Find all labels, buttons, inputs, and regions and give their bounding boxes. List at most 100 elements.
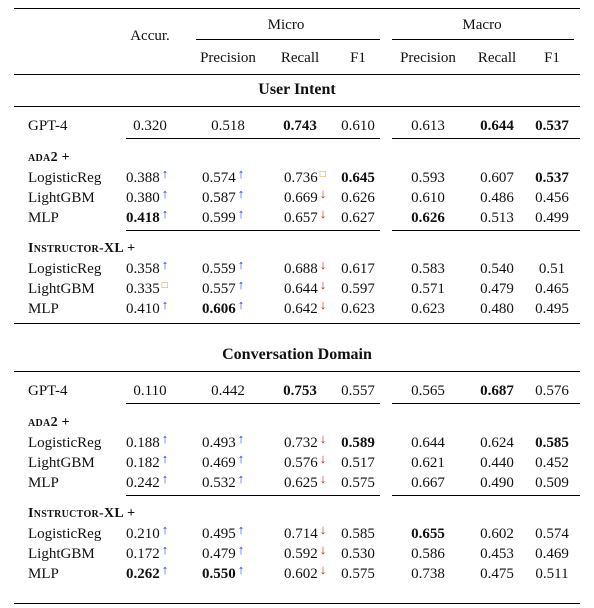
table-cell: 0.667 xyxy=(411,475,445,491)
micro-underline xyxy=(196,39,380,40)
table-cell: 0.518 xyxy=(211,118,245,134)
arrow-up-icon: ↑ xyxy=(237,431,245,446)
table-cell: 0.732 ↓ xyxy=(284,431,327,452)
cell-value: 0.592 xyxy=(284,546,318,562)
arrow-up-icon: ↑ xyxy=(237,166,245,181)
arrow-up-icon: ↑ xyxy=(161,451,169,466)
cell-value: 0.736 xyxy=(284,170,318,186)
table-cell: 0.537 xyxy=(535,170,569,186)
arrow-up-icon: ↑ xyxy=(237,562,245,577)
table-cell: 0.575 xyxy=(341,475,375,491)
arrow-down-icon: ↓ xyxy=(319,431,327,446)
cell-value: 0.495 xyxy=(202,526,236,542)
cell-value: 0.335 xyxy=(126,281,160,297)
macro-underline xyxy=(392,39,574,40)
cell-value: 0.493 xyxy=(202,435,236,451)
table-cell: 0.607 xyxy=(480,170,514,186)
table-cell: 0.597 xyxy=(341,281,375,297)
cell-value: 0.388 xyxy=(126,170,160,186)
cell-value: 0.669 xyxy=(284,190,318,206)
cell-value: 0.242 xyxy=(126,475,160,491)
arrow-up-icon: ↑ xyxy=(237,297,245,312)
table-cell: 0.499 xyxy=(535,210,569,226)
table-cell: 0.380 ↑ xyxy=(126,186,168,207)
row-label: LogisticReg xyxy=(28,170,102,186)
cell-value: 0.599 xyxy=(202,210,236,226)
row-label: LogisticReg xyxy=(28,435,102,451)
top-rule xyxy=(14,8,580,9)
table-cell: 0.509 xyxy=(535,475,569,491)
cell-value: 0.642 xyxy=(284,301,318,317)
table-cell: 0.589 xyxy=(341,435,375,451)
table-cell: 0.688 ↓ xyxy=(284,257,327,278)
row-label: MLP xyxy=(28,475,59,491)
table-cell: 0.465 xyxy=(535,281,569,297)
table-cell: 0.210 ↑ xyxy=(126,522,169,543)
header-subcol: Precision xyxy=(400,50,456,66)
cell-value: 0.644 xyxy=(284,281,318,297)
table-cell: 0.513 xyxy=(480,210,514,226)
cell-value: 0.732 xyxy=(284,435,318,451)
arrow-down-icon: ↓ xyxy=(319,206,327,221)
cell-value: 0.550 xyxy=(202,566,236,582)
section-title: User Intent xyxy=(258,81,336,98)
group-rule-micro xyxy=(126,230,380,231)
cell-value: 0.576 xyxy=(284,455,318,471)
cell-value: 0.557 xyxy=(202,281,236,297)
group-label-text: ada2 + xyxy=(28,150,70,165)
table-cell: 0.585 xyxy=(341,526,375,542)
table-cell: 0.753 xyxy=(283,383,317,399)
cell-value: 0.410 xyxy=(126,301,160,317)
table-cell: 0.669 ↓ xyxy=(284,186,326,207)
row-label: GPT-4 xyxy=(28,383,68,399)
table-cell: 0.495 xyxy=(535,301,569,317)
table-cell: 0.625 ↓ xyxy=(284,471,326,492)
table-cell: 0.610 xyxy=(411,190,445,206)
cell-value: 0.188 xyxy=(126,435,160,451)
table-cell: 0.576 ↓ xyxy=(284,451,326,472)
table-cell: 0.687 xyxy=(480,383,514,399)
table-cell: 0.714 ↓ xyxy=(284,522,326,543)
arrow-up-icon: ↑ xyxy=(161,522,169,537)
table-cell: 0.626 xyxy=(341,190,375,206)
table-cell: 0.335 □ xyxy=(126,280,168,300)
table-cell: 0.188 ↑ xyxy=(126,431,168,452)
table-cell: 0.626 xyxy=(411,210,445,226)
table-cell: 0.627 xyxy=(341,210,375,226)
table-cell: 0.645 xyxy=(341,170,375,186)
table-cell: 0.320 xyxy=(133,118,167,134)
table-cell: 0.655 xyxy=(411,526,445,542)
arrow-up-icon: ↑ xyxy=(161,297,169,312)
section-end-rule xyxy=(14,323,580,324)
cell-value: 0.479 xyxy=(202,546,236,562)
header-subcol: Recall xyxy=(477,50,517,66)
table-cell: 0.642 ↓ xyxy=(284,297,326,318)
arrow-up-icon: ↑ xyxy=(161,206,169,221)
arrow-down-icon: ↓ xyxy=(319,277,327,292)
cell-value: 0.625 xyxy=(284,475,318,491)
table-cell: 0.182 ↑ xyxy=(126,451,169,472)
section-title: Conversation Domain xyxy=(222,346,372,363)
arrow-down-icon: ↓ xyxy=(319,257,327,272)
table-cell: 0.456 xyxy=(535,190,569,206)
table-cell: 0.493 ↑ xyxy=(202,431,245,452)
table-cell: 0.621 xyxy=(411,455,445,471)
table-cell: 0.453 xyxy=(480,546,514,562)
cell-value: 0.532 xyxy=(202,475,236,491)
table-cell: 0.599 ↑ xyxy=(202,206,244,227)
table-cell: 0.486 xyxy=(480,190,514,206)
table-cell: 0.557 xyxy=(341,383,375,399)
table-cell: 0.583 xyxy=(411,261,445,277)
table-cell: 0.532 ↑ xyxy=(202,471,244,492)
table-cell: 0.644 xyxy=(411,435,445,451)
table-cell: 0.469 xyxy=(535,546,569,562)
table-cell: 0.610 xyxy=(341,118,375,134)
cell-value: 0.574 xyxy=(202,170,236,186)
table-cell: 0.242 ↑ xyxy=(126,471,169,492)
table-cell: 0.172 ↑ xyxy=(126,542,168,563)
cell-value: 0.358 xyxy=(126,261,160,277)
arrow-up-icon: ↑ xyxy=(161,471,169,486)
square-icon: □ xyxy=(319,169,326,180)
row-label: LogisticReg xyxy=(28,526,102,542)
table-cell: 0.517 xyxy=(341,455,375,471)
